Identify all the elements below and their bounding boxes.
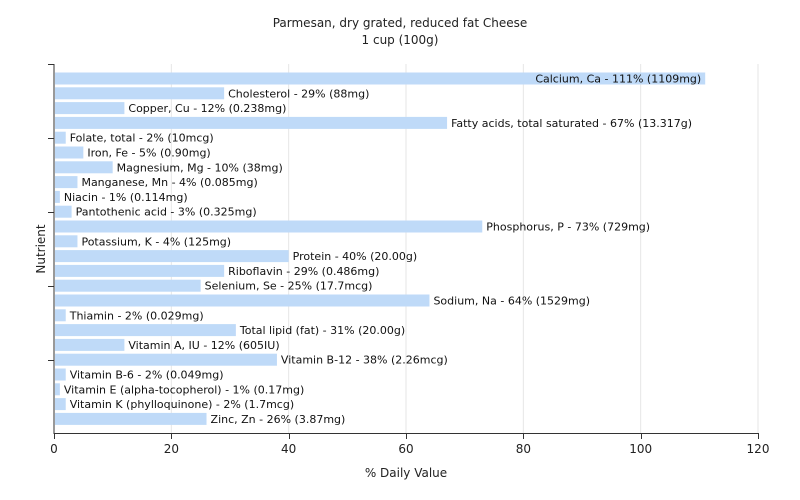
bar (55, 220, 483, 233)
bar-label: Copper, Cu - 12% (0.238mg) (128, 102, 286, 115)
bar-labels-group: Calcium, Ca - 111% (1109mg) Cholesterol -… (64, 73, 701, 426)
bar (55, 146, 84, 159)
bar-label: Iron, Fe - 5% (0.90mg) (87, 147, 210, 160)
bar-label: Phosphorus, P - 73% (729mg) (486, 221, 650, 234)
bar (55, 190, 60, 203)
bar-label: Vitamin B-12 - 38% (2.26mcg) (281, 354, 448, 367)
bar (55, 398, 66, 411)
x-tick-label: 80 (516, 442, 531, 456)
x-axis-label: % Daily Value (365, 466, 447, 480)
bar-label: Cholesterol - 29% (88mg) (228, 87, 369, 100)
x-tick-label: 0 (50, 442, 58, 456)
bar (55, 309, 66, 322)
bar (55, 205, 72, 218)
bar (55, 264, 225, 277)
bar-label: Sodium, Na - 64% (1529mg) (433, 295, 590, 308)
bar (55, 383, 60, 396)
bar-label: Protein - 40% (20.00g) (293, 250, 418, 263)
bar (55, 368, 66, 381)
y-axis-label: Nutrient (34, 224, 48, 274)
axes-group (48, 64, 759, 439)
bar (55, 250, 289, 263)
x-tick-label: 120 (747, 442, 770, 456)
bar (55, 235, 78, 248)
bar-label: Niacin - 1% (0.114mg) (64, 191, 188, 204)
bar-label: Magnesium, Mg - 10% (38mg) (117, 161, 283, 174)
bar-label: Vitamin B-6 - 2% (0.049mg) (70, 369, 224, 382)
x-tick-label: 100 (629, 442, 652, 456)
bar-label: Vitamin K (phylloquinone) - 2% (1.7mcg) (70, 398, 294, 411)
bar (55, 72, 706, 85)
bar (55, 324, 236, 337)
chart-title: Parmesan, dry grated, reduced fat Cheese (273, 16, 528, 30)
x-tick-label: 20 (164, 442, 179, 456)
bars-group (55, 72, 706, 425)
bar (55, 412, 207, 425)
bar-label: Zinc, Zn - 26% (3.87mg) (211, 413, 346, 426)
x-tick-labels: 0 20 40 60 80 100 120 (50, 442, 769, 456)
bar-label: Selenium, Se - 25% (17.7mcg) (205, 280, 373, 293)
x-tick-label: 60 (398, 442, 413, 456)
bar (55, 176, 78, 189)
bar-label: Calcium, Ca - 111% (1109mg) (535, 73, 701, 86)
bar (55, 161, 113, 174)
bar (55, 353, 277, 366)
bar-label: Folate, total - 2% (10mcg) (70, 132, 214, 145)
bar-label: Fatty acids, total saturated - 67% (13.3… (451, 117, 692, 130)
chart-subtitle: 1 cup (100g) (362, 33, 439, 47)
bar-label: Thiamin - 2% (0.029mg) (69, 309, 204, 322)
bar (55, 87, 225, 100)
x-tick-label: 40 (281, 442, 296, 456)
bar-label: Vitamin E (alpha-tocopherol) - 1% (0.17m… (64, 383, 304, 396)
bar-label: Riboflavin - 29% (0.486mg) (228, 265, 379, 278)
bar-label: Potassium, K - 4% (125mg) (81, 235, 231, 248)
bar-label: Pantothenic acid - 3% (0.325mg) (76, 206, 257, 219)
bar (55, 279, 201, 292)
bar (55, 131, 66, 144)
bar (55, 102, 125, 115)
bar-label: Vitamin A, IU - 12% (605IU) (128, 339, 279, 352)
bar (55, 338, 125, 351)
bar-label: Manganese, Mn - 4% (0.085mg) (81, 176, 257, 189)
bar (55, 116, 448, 129)
bar-label: Total lipid (fat) - 31% (20.00g) (239, 324, 405, 337)
bar (55, 294, 430, 307)
